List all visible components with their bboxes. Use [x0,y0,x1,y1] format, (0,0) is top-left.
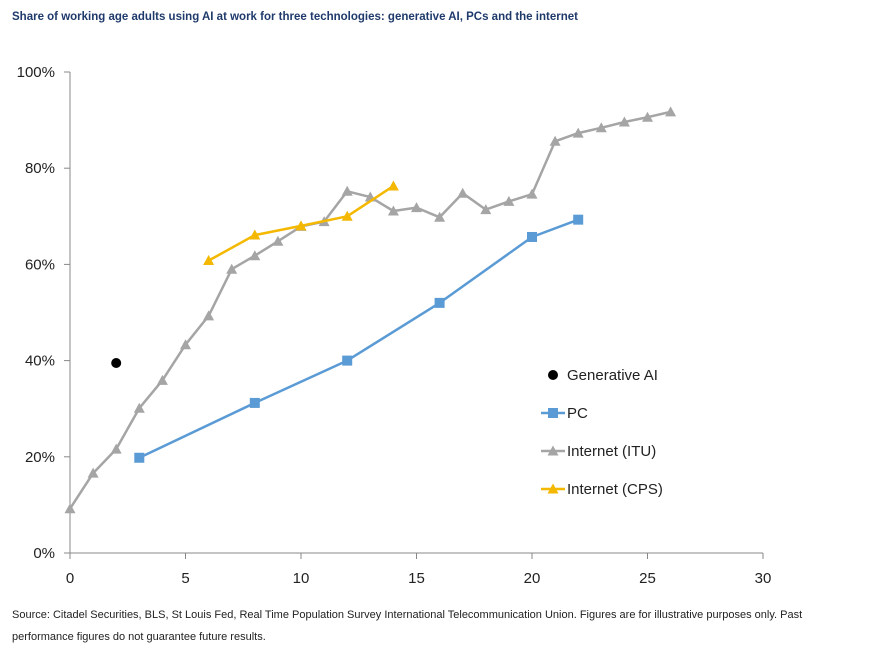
legend-item-pc: PC [541,405,588,422]
legend-label-generative-ai: Generative AI [567,367,658,384]
legend-label-pc: PC [567,405,588,422]
data-point-internet-itu [642,111,653,122]
x-tick-label: 20 [524,570,541,587]
x-tick-label: 30 [755,570,772,587]
data-point-internet-itu [526,188,538,199]
y-tick-label: 0% [33,545,55,562]
data-point-internet-cps [249,229,261,240]
data-point-internet-cps [387,180,399,191]
legend-item-generative-ai: Generative AI [548,367,658,384]
data-point-internet-itu [110,443,122,454]
series-pc [134,214,584,463]
data-point-pc [134,452,145,463]
x-tick-label: 5 [181,570,189,587]
data-point-internet-cps [203,255,215,266]
legend-item-internet-itu: Internet (ITU) [541,443,656,460]
y-tick-label: 20% [25,449,55,466]
legend-marker-pc [548,408,558,418]
data-point-internet-itu [572,127,584,138]
y-tick-label: 80% [25,160,55,177]
data-point-internet-itu [272,235,284,246]
data-point-internet-itu [411,202,422,213]
data-point-pc [249,397,260,408]
x-tick-label: 25 [639,570,656,587]
source-note: Source: Citadel Securities, BLS, St Loui… [12,609,803,643]
data-point-pc [342,355,353,366]
legend-item-internet-cps: Internet (CPS) [541,481,663,498]
legend-marker-generative-ai [548,370,558,380]
chart-title: Share of working age adults using AI at … [12,11,578,23]
data-point-internet-itu [87,467,99,478]
data-point-internet-cps [295,220,307,231]
data-point-internet-itu [434,211,446,222]
series-internet-itu [64,106,677,514]
data-point-internet-itu [341,185,353,196]
data-point-internet-itu [226,263,238,274]
x-tick-label: 10 [293,570,310,587]
y-tick-label: 100% [17,64,55,81]
data-point-internet-itu [203,310,215,321]
series-generative-ai [111,358,122,369]
data-point-internet-itu [595,122,607,133]
series-line-pc [138,218,579,459]
legend-marker-internet-cps [547,483,559,494]
y-tick-label: 40% [25,353,55,370]
chart-series [64,106,677,514]
x-tick-label: 15 [408,570,425,587]
data-point-internet-cps [341,210,353,221]
data-point-pc [527,231,537,242]
data-point-internet-itu [133,402,145,413]
series-internet-cps [203,180,399,266]
legend-marker-internet-itu [547,445,559,456]
data-point-internet-itu [665,106,677,117]
data-point-pc [434,297,445,308]
data-point-internet-itu [249,250,261,261]
data-point-internet-itu [503,195,515,206]
data-point-internet-itu [618,116,630,127]
data-point-pc [573,214,584,225]
data-point-internet-itu [156,374,168,385]
data-point-generative-ai [111,358,122,369]
chart-legend: Generative AI PC Internet (ITU) Internet (C… [541,367,663,498]
legend-label-internet-cps: Internet (CPS) [567,481,663,498]
y-tick-label: 60% [25,256,55,273]
data-point-internet-itu [387,205,399,216]
data-point-internet-itu [549,135,561,146]
data-point-internet-itu [457,187,469,198]
chart-axes: 0% 20% 40% 60% 80% 100% 0 5 10 15 20 25 30 [17,64,772,587]
data-point-internet-itu [64,503,76,514]
legend-label-internet-itu: Internet (ITU) [567,443,656,460]
x-tick-label: 0 [66,570,74,587]
data-point-internet-itu [180,339,191,350]
data-point-internet-itu [480,204,492,215]
